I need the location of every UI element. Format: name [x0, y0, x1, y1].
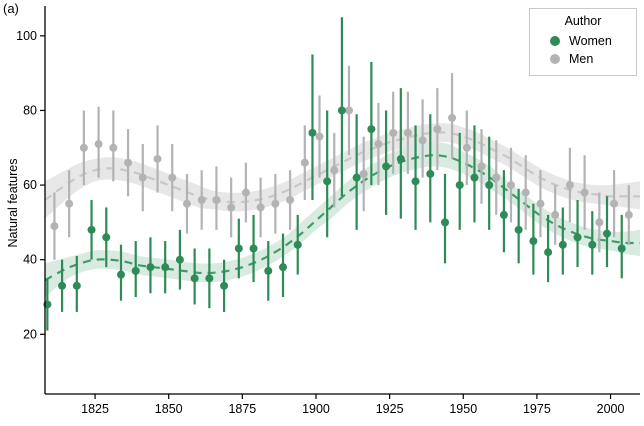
svg-text:80: 80: [23, 103, 37, 117]
legend-label-men: Men: [569, 52, 594, 66]
svg-text:60: 60: [23, 178, 37, 192]
svg-text:1950: 1950: [449, 402, 477, 416]
legend: Author Women Men: [529, 8, 637, 76]
svg-text:1925: 1925: [376, 402, 404, 416]
panel-label: (a): [3, 1, 19, 16]
svg-text:2000: 2000: [597, 402, 625, 416]
svg-text:1850: 1850: [155, 402, 183, 416]
svg-text:40: 40: [23, 253, 37, 267]
legend-item-women: Women: [538, 32, 628, 50]
legend-dot-men-icon: [550, 54, 560, 64]
y-axis-title: Natural features: [6, 158, 20, 248]
svg-text:1900: 1900: [302, 402, 330, 416]
legend-item-men: Men: [538, 50, 628, 68]
legend-dot-women-icon: [550, 36, 560, 46]
svg-text:1825: 1825: [81, 402, 109, 416]
svg-text:20: 20: [23, 327, 37, 341]
legend-label-women: Women: [569, 34, 612, 48]
svg-text:1875: 1875: [228, 402, 256, 416]
svg-text:1975: 1975: [523, 402, 551, 416]
svg-text:100: 100: [16, 29, 37, 43]
legend-title: Author: [564, 14, 602, 28]
